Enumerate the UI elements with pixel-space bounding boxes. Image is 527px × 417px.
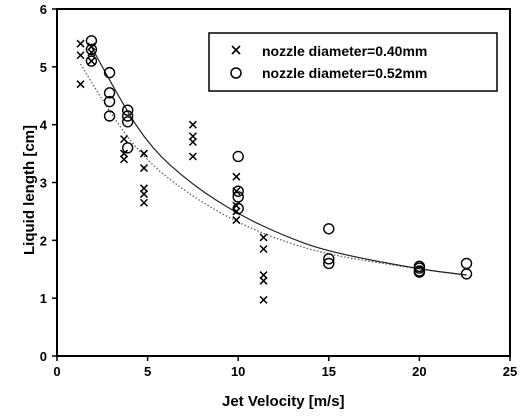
data-point-x xyxy=(259,295,268,304)
data-point-x xyxy=(120,155,129,164)
data-point-x xyxy=(87,48,96,57)
y-tick-label: 6 xyxy=(40,2,47,17)
x-axis-label: Jet Velocity [m/s] xyxy=(222,393,345,410)
data-point-x xyxy=(76,51,85,60)
x-tick-label: 5 xyxy=(144,364,151,379)
data-point-x xyxy=(188,152,197,161)
legend-label-052: nozzle diameter=0.52mm xyxy=(262,65,427,81)
data-point-o xyxy=(121,104,134,116)
data-point-o xyxy=(121,142,134,154)
data-point-x xyxy=(139,184,149,193)
legend-marker-o xyxy=(230,67,242,79)
x-tick-label: 15 xyxy=(322,364,336,379)
data-point-x xyxy=(188,137,197,147)
data-point-x xyxy=(139,164,149,173)
data-point-x xyxy=(87,57,96,66)
data-point-o xyxy=(232,185,244,197)
data-point-o xyxy=(121,110,134,122)
legend-marker-x xyxy=(231,45,241,55)
data-point-o xyxy=(103,110,116,122)
data-point-x xyxy=(139,198,149,207)
data-point-x xyxy=(120,135,129,144)
data-point-x xyxy=(259,233,268,242)
data-point-x xyxy=(259,271,268,280)
data-point-o xyxy=(85,35,98,47)
legend-label-040: nozzle diameter=0.40mm xyxy=(262,43,427,59)
legend: nozzle diameter=0.40mm nozzle diameter=0… xyxy=(208,32,498,92)
x-tick-label: 25 xyxy=(503,364,517,379)
data-point-x xyxy=(188,120,197,129)
data-point-o xyxy=(103,87,116,99)
data-point-x xyxy=(139,149,149,158)
legend-box xyxy=(208,32,498,92)
data-point-o xyxy=(103,95,116,108)
data-point-x xyxy=(259,244,268,254)
y-tick-label: 2 xyxy=(40,233,47,248)
data-point-o xyxy=(232,191,244,203)
axis-ticks: 0 5 10 15 20 25 0 1 2 3 4 5 6 xyxy=(40,2,517,379)
data-point-o xyxy=(232,202,244,215)
data-point-o xyxy=(103,66,116,79)
data-points xyxy=(76,35,473,304)
y-tick-label: 0 xyxy=(40,349,47,364)
y-tick-label: 4 xyxy=(40,118,48,133)
x-tick-label: 20 xyxy=(412,364,426,379)
x-tick-label: 0 xyxy=(53,364,60,379)
data-point-o xyxy=(413,266,426,278)
data-point-o xyxy=(121,116,134,128)
data-point-x xyxy=(76,39,85,48)
data-point-x xyxy=(76,80,85,89)
data-point-x xyxy=(87,42,96,51)
data-point-x xyxy=(232,216,241,225)
y-tick-label: 3 xyxy=(40,176,47,191)
data-point-x xyxy=(259,276,268,285)
data-point-x xyxy=(188,132,197,141)
data-point-o xyxy=(323,257,335,270)
data-point-o xyxy=(323,253,335,265)
data-point-o xyxy=(323,223,335,235)
data-point-x xyxy=(139,190,149,199)
x-tick-label: 10 xyxy=(231,364,245,379)
data-point-o xyxy=(85,43,98,56)
y-tick-label: 5 xyxy=(40,60,47,75)
y-axis-label: Liquid length [cm] xyxy=(20,125,38,255)
data-point-x xyxy=(120,149,129,158)
data-point-x xyxy=(232,172,241,181)
data-point-o xyxy=(413,262,426,274)
data-point-o xyxy=(232,150,244,163)
y-tick-label: 1 xyxy=(40,291,47,306)
data-point-o xyxy=(460,268,473,280)
data-point-o xyxy=(85,55,98,67)
